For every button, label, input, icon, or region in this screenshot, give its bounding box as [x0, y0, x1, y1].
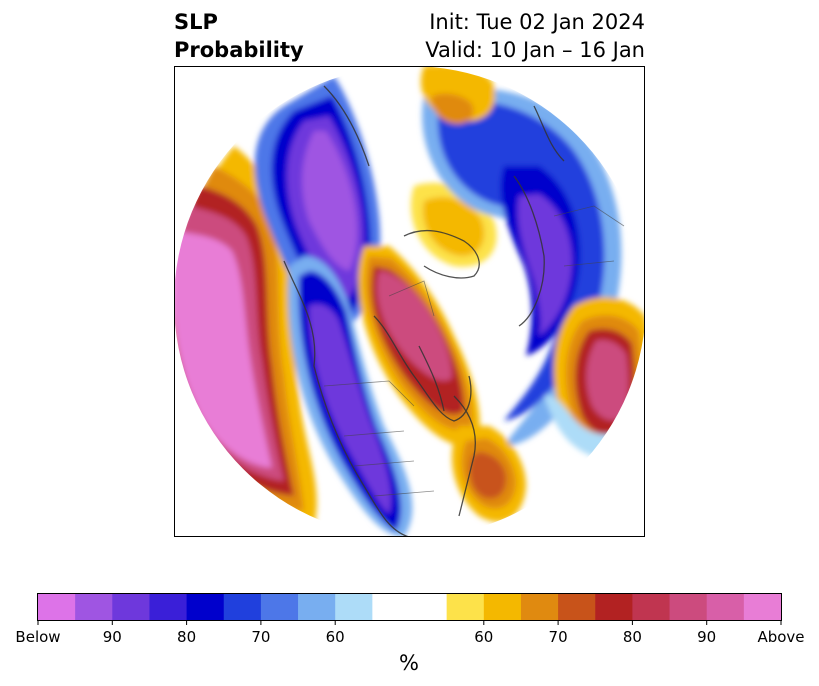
colorbar-cell: [260, 594, 299, 620]
colorbar-ticks: Below 90 80 70 60 60 70 80 90 Above: [15, 620, 805, 646]
colorbar-cell: [186, 594, 225, 620]
colorbar-cells: [38, 594, 782, 620]
colorbar-tick-label: 90: [103, 628, 122, 646]
colorbar-cell: [298, 594, 336, 620]
colorbar-cell: [223, 594, 262, 620]
probability-field: [174, 66, 645, 537]
map-frame: [174, 66, 645, 537]
colorbar-cell: [372, 594, 410, 620]
probability-map: [174, 66, 645, 537]
colorbar-cell: [743, 594, 782, 620]
chart-dates: Init: Tue 02 Jan 2024 Valid: 10 Jan – 16…: [425, 8, 645, 64]
chart-title: SLP Probability: [174, 8, 304, 64]
colorbar: Below 90 80 70 60 60 70 80 90 Above %: [15, 593, 805, 675]
valid-range: Valid: 10 Jan – 16 Jan: [425, 38, 645, 62]
colorbar-tick-label: 70: [549, 628, 568, 646]
borders: [323, 205, 625, 497]
colorbar-cell: [558, 594, 596, 620]
title-variable: SLP: [174, 10, 218, 34]
colorbar-tick-label: 80: [177, 628, 196, 646]
colorbar-cell: [38, 594, 76, 620]
colorbar-tick-label: 90: [697, 628, 716, 646]
colorbar-label: %: [399, 651, 419, 675]
colorbar-tick-label: 60: [326, 628, 345, 646]
colorbar-cell: [112, 594, 150, 620]
colorbar-cell: [149, 594, 188, 620]
colorbar-cell: [669, 594, 708, 620]
colorbar-cell: [409, 594, 448, 620]
colorbar-cell: [483, 594, 522, 620]
init-date: Init: Tue 02 Jan 2024: [429, 10, 645, 34]
colorbar-cell: [632, 594, 671, 620]
colorbar-tick-label: 70: [251, 628, 270, 646]
colorbar-cell: [520, 594, 559, 620]
colorbar-cell: [446, 594, 485, 620]
colorbar-cell: [595, 594, 633, 620]
colorbar-cell: [706, 594, 745, 620]
colorbar-tick-label: 80: [623, 628, 642, 646]
colorbar-tick-label: Above: [757, 628, 804, 646]
colorbar-cell: [75, 594, 113, 620]
colorbar-tick-label: 60: [474, 628, 493, 646]
colorbar-tick-label: Below: [15, 628, 60, 646]
title-product: Probability: [174, 38, 304, 62]
colorbar-cell: [335, 594, 373, 620]
colorbar-frame: [37, 593, 782, 621]
coastlines: [283, 85, 565, 537]
